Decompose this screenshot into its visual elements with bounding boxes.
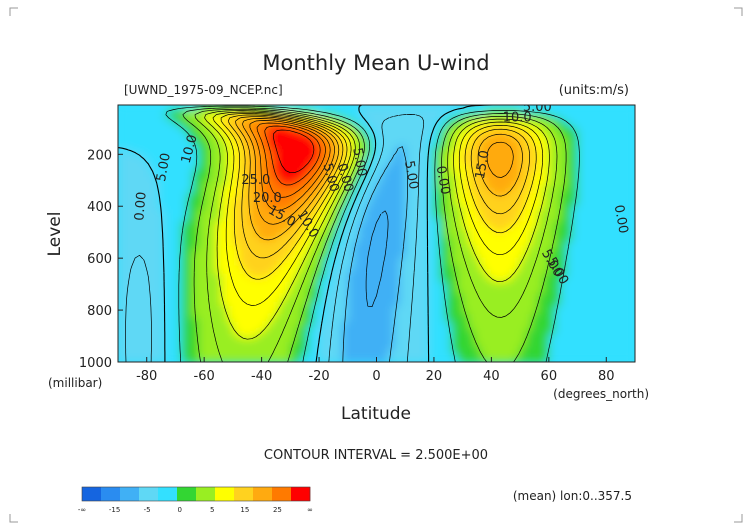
contour-line [264,125,321,186]
colorbar-swatch [272,487,292,501]
contour-line [194,108,558,362]
y-tick-label: 1000 [79,356,112,371]
contour-label: 10.0 [179,133,201,165]
colorbar-swatch [82,487,102,501]
x-tick-label: -60 [194,369,215,384]
y-tick-label: 600 [87,252,112,267]
y-tick-label: 800 [87,304,112,319]
contour-label: 0.00 [611,204,631,235]
colorbar: -∞ -15 -5 0 5 15 25 ∞ [78,486,313,514]
x-axis-title: Latitude [341,404,411,424]
colorbar-tick-label: 5 [210,506,214,514]
contour-label: 25.0 [241,173,270,188]
contour-label: 5.00 [349,147,369,178]
units-label: (units:m/s) [559,83,629,98]
colorbar-swatch [177,487,197,501]
colorbar-swatch [158,487,178,501]
colorbar-swatch [215,487,235,501]
x-tick-label: 80 [598,369,615,384]
x-axis: -80 -60 -40 -20 0 20 40 60 80 [136,357,615,384]
contour-label: 5.00 [401,160,421,191]
x-tick-label: 0 [372,369,380,384]
colorbar-swatch [101,487,121,501]
x-axis-units: (degrees_north) [553,387,649,401]
contour-line [256,122,326,198]
colorbar-swatch [120,487,140,501]
colorbar-tick-label: 15 [240,506,249,514]
contour-line [212,111,544,306]
colorbar-tick-label: 25 [273,506,282,514]
contour-line [220,113,537,280]
x-tick-label: -20 [308,369,329,384]
contour-line [204,110,550,340]
contour-line [118,105,496,362]
corner-marks [9,7,743,523]
contour-label: 20.0 [253,191,282,206]
colorbar-swatch [291,487,311,501]
contour-label: 0.00 [433,165,453,196]
contour-line [227,114,530,259]
contour-label: 5.00 [154,152,174,183]
contour-line [365,210,389,307]
contour-label: 10.0 [503,110,532,125]
contour-line [125,114,425,362]
contour-interval-note: CONTOUR INTERVAL = 2.500E+00 [264,448,488,463]
contour-label: 0.00 [132,191,149,221]
contour-lines [118,105,580,362]
x-tick-label: -40 [251,369,272,384]
colorbar-swatch [196,487,216,501]
contour-line [342,146,408,362]
colorbar-tick-label: 0 [177,506,181,514]
y-axis-title: Level [45,212,65,257]
colorbar-tick-label: ∞ [307,506,313,514]
colorbar-tick-label: -∞ [78,506,86,514]
contour-line [182,107,567,362]
x-tick-label: -80 [136,369,157,384]
contour-label: 5.00 [523,100,552,115]
colorbar-tick-label: -15 [109,506,120,514]
colorbar-swatch [139,487,159,501]
file-label: [UWND_1975-09_NCEP.nc] [124,83,283,97]
y-tick-label: 200 [87,148,112,163]
average-note: (mean) lon:0..357.5 [513,489,632,503]
contour-line [165,105,580,362]
y-axis-units: (millibar) [48,376,102,390]
x-tick-label: 60 [541,369,558,384]
contour-line [242,118,514,225]
x-tick-label: 40 [483,369,500,384]
y-tick-label: 400 [87,200,112,215]
contour-line [249,120,331,211]
y-axis: 200 400 600 800 1000 [79,148,123,371]
contour-line [235,116,523,241]
colorbar-swatch [253,487,273,501]
colorbar-tick-label: -5 [144,506,151,514]
chart-title: Monthly Mean U-wind [262,51,489,75]
contour-label: 5.00 [320,162,342,194]
contour-label: 15.0 [473,149,493,180]
contour-line [272,129,315,174]
contour-label: 0.00 [334,162,356,194]
x-tick-label: 20 [426,369,443,384]
colorbar-swatch [234,487,254,501]
